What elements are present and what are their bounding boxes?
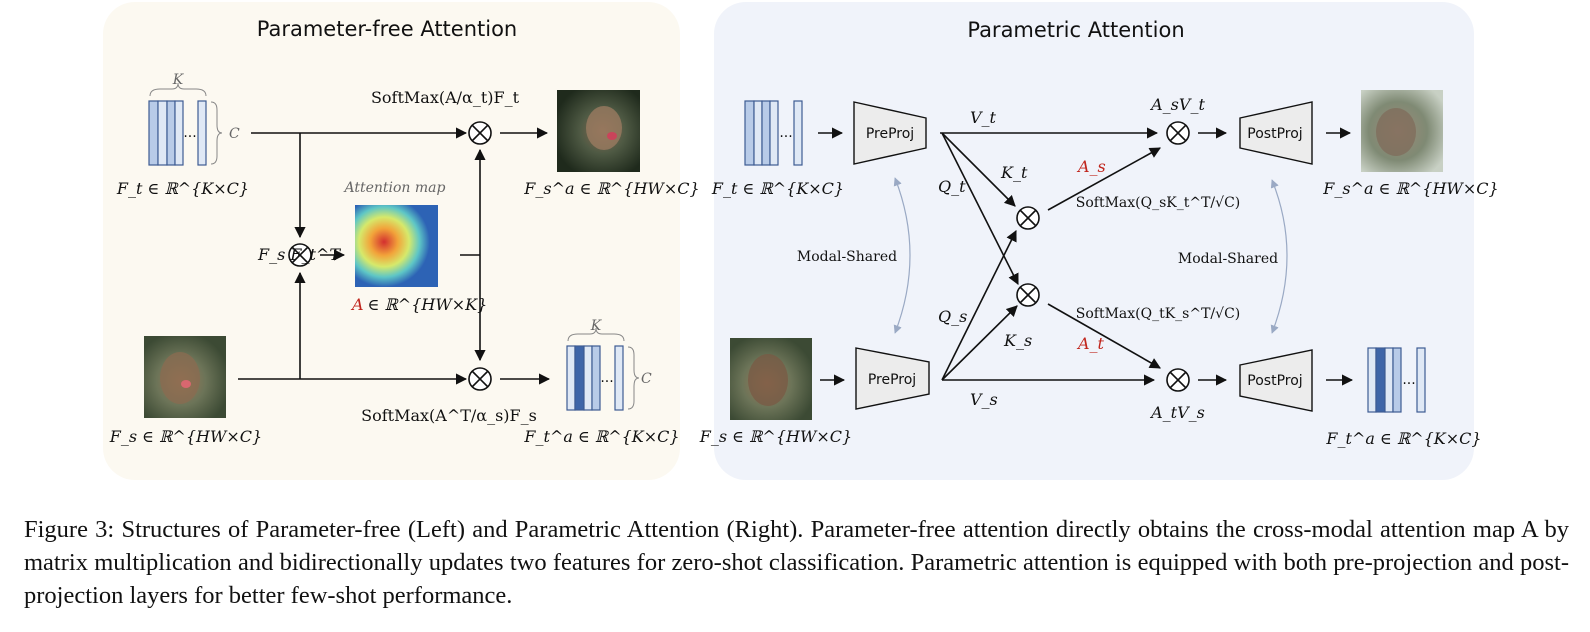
fsft-label: F_s F_t^T <box>257 245 341 264</box>
qs-arrow <box>941 229 1017 381</box>
k-brace-top <box>149 82 207 97</box>
fs-label-left: F_s ∈ ℝ^{HW×C} <box>109 427 262 446</box>
c-brace-top <box>210 101 223 165</box>
at-arrow <box>1047 303 1161 369</box>
a-label-rest: ∈ ℝ^{HW×K} <box>368 295 488 314</box>
vs-label: V_s <box>970 390 998 409</box>
fta-feature-stack-right <box>1367 347 1426 413</box>
qt-label: Q_t <box>938 177 966 196</box>
fta-dots-left: ... <box>600 370 613 386</box>
modal-shared-arrow-pre <box>893 177 911 334</box>
preproj-top-label: PreProj <box>866 126 914 142</box>
fs-dog-shape-right <box>748 354 788 406</box>
left-panel-title: Parameter-free Attention <box>257 17 518 41</box>
postproj-top-block <box>1239 101 1313 165</box>
multiply-icon-bottom <box>468 367 492 391</box>
qs-label: Q_s <box>938 307 967 326</box>
k-brace-bottom <box>567 327 625 342</box>
modal-shared-arrow-post <box>1270 179 1288 334</box>
multiply-icon-center <box>288 243 312 267</box>
asvt-label: A_sV_t <box>1149 95 1205 114</box>
c-brace-bottom <box>627 346 640 410</box>
ft-dots-right: ... <box>779 125 792 141</box>
ks-label: K_s <box>1003 331 1032 350</box>
kt-label: K_t <box>1000 163 1028 182</box>
postproj-top-label: PostProj <box>1247 126 1302 142</box>
fs-dog-tongue-left <box>181 380 191 388</box>
ft-label-left: F_t ∈ ℝ^{K×C} <box>116 179 249 198</box>
modal-shared-label-post: Modal-Shared <box>1178 251 1278 267</box>
fta-label-right: F_t^a ∈ ℝ^{K×C} <box>1325 429 1481 448</box>
qt-arrow <box>941 132 1019 286</box>
postproj-bottom-block <box>1239 349 1313 412</box>
vt-label: V_t <box>970 108 997 127</box>
preproj-bottom-block <box>855 347 930 410</box>
c-label-top: C <box>229 126 240 142</box>
preproj-bottom-label: PreProj <box>868 372 916 388</box>
right-panel-background <box>714 2 1474 480</box>
multiply-icon-top <box>468 121 492 145</box>
fta-label-left: F_t^a ∈ ℝ^{K×C} <box>523 427 679 446</box>
fsa-dog-tongue-left <box>607 132 617 140</box>
multiply-icon-right-top <box>1166 121 1190 145</box>
as-label: A_s <box>1076 157 1106 176</box>
k-label-bottom: K <box>590 318 603 334</box>
fs-dog-shape-left <box>160 352 200 404</box>
attention-map-heatmap <box>355 205 438 287</box>
modal-shared-label-pre: Modal-Shared <box>797 249 897 265</box>
atvs-label: A_tV_s <box>1149 403 1205 422</box>
figure-diagram: Parameter-free Attention ... K C F_t ∈ ℝ… <box>103 2 1499 480</box>
figure-caption: Figure 3: Structures of Parameter-free (… <box>24 516 1569 609</box>
attention-map-title: Attention map <box>342 180 445 196</box>
a-symbol-red: A <box>350 295 364 314</box>
c-label-bottom: C <box>641 371 652 387</box>
softmax-top-label: SoftMax(A/α_t)F_t <box>371 88 520 107</box>
fsa-dog-shape-right <box>1376 108 1416 156</box>
fsa-label-left: F_s^a ∈ ℝ^{HW×C} <box>523 179 699 198</box>
ft-label-right: F_t ∈ ℝ^{K×C} <box>711 179 844 198</box>
fta-dots-right: ... <box>1402 372 1415 388</box>
multiply-icon-lower-mid <box>1016 283 1040 307</box>
postproj-bottom-label: PostProj <box>1247 373 1302 389</box>
fs-label-right: F_s ∈ ℝ^{HW×C} <box>699 427 852 446</box>
softmax-bottom-right: SoftMax(Q_tK_s^T/√C) <box>1076 306 1241 322</box>
softmax-bottom-label: SoftMax(A^T/α_s)F_s <box>361 406 537 425</box>
preproj-top-block <box>853 101 927 165</box>
right-panel-title: Parametric Attention <box>967 18 1184 42</box>
a-label: A ∈ ℝ^{HW×K} <box>350 295 487 314</box>
ft-feature-stack <box>148 100 207 166</box>
multiply-icon-right-bottom <box>1166 368 1190 392</box>
ks-arrow <box>941 305 1018 381</box>
fta-feature-stack-left <box>566 345 624 411</box>
fsa-dog-shape-left <box>586 106 622 150</box>
as-arrow <box>1047 147 1161 211</box>
softmax-top-right: SoftMax(Q_sK_t^T/√C) <box>1076 195 1241 211</box>
at-label: A_t <box>1076 334 1105 353</box>
kt-arrow <box>941 132 1016 207</box>
k-label-top: K <box>172 72 185 88</box>
ft-dots: ... <box>183 125 196 141</box>
multiply-icon-upper-mid <box>1016 206 1040 230</box>
fsa-label-right: F_s^a ∈ ℝ^{HW×C} <box>1322 179 1498 198</box>
ft-feature-stack-right <box>744 100 803 166</box>
